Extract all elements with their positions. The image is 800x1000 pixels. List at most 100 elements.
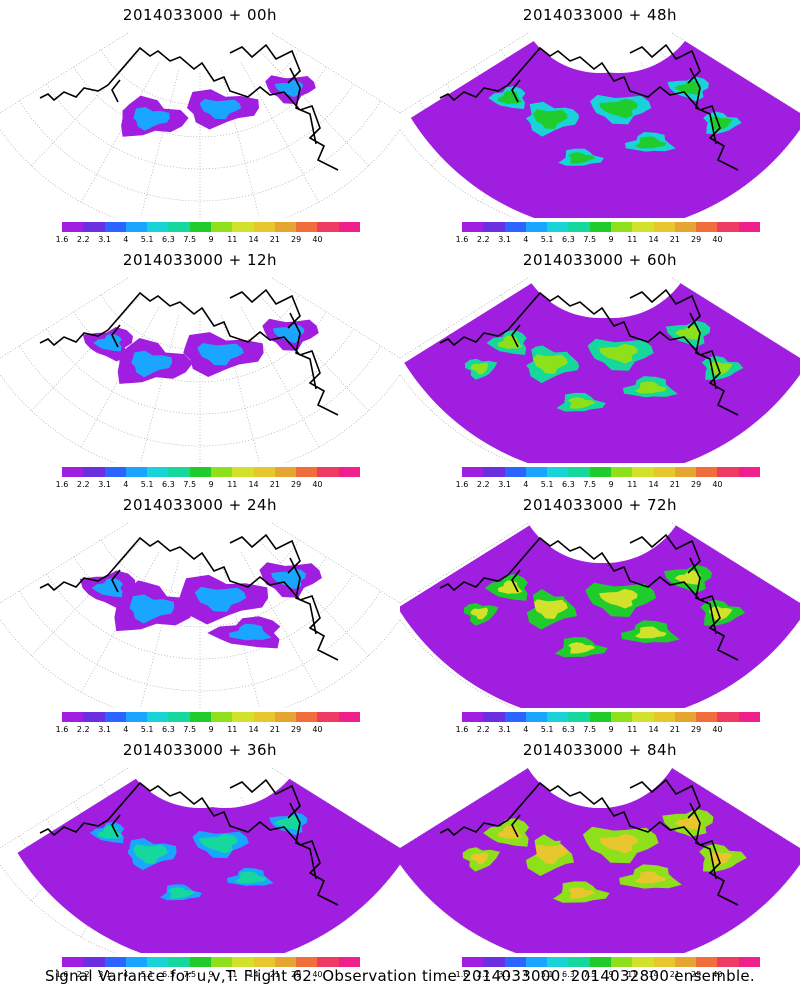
colorbar-tick-label: 1.6 bbox=[55, 725, 69, 734]
colorbar-tick-label: 29 bbox=[291, 480, 302, 489]
colorbar-swatch bbox=[253, 712, 275, 722]
colorbar-tick-label: 7.5 bbox=[583, 725, 597, 734]
variance-field bbox=[79, 562, 322, 649]
colorbar-swatch bbox=[674, 712, 697, 722]
colorbar-swatch bbox=[147, 712, 169, 722]
colorbar-swatch bbox=[589, 222, 611, 232]
colorbar-tick-label: 1.6 bbox=[55, 970, 69, 979]
colorbar bbox=[462, 957, 760, 967]
colorbar-tick-label: 11 bbox=[627, 235, 638, 244]
colorbar-swatch bbox=[610, 222, 633, 232]
colorbar-swatch bbox=[674, 222, 697, 232]
colorbar-swatch bbox=[632, 222, 654, 232]
colorbar-tick-label: 7.5 bbox=[183, 725, 197, 734]
colorbar-swatch bbox=[696, 222, 718, 232]
map-panel: 2014033000 + 48h 1.6 2.2 3.1 4 5.1 6.3 7.5 9 11 14… bbox=[400, 0, 800, 245]
colorbar-swatch bbox=[210, 222, 233, 232]
colorbar-tick-label: 6.3 bbox=[562, 235, 575, 244]
colorbar-tick-label: 14 bbox=[248, 480, 259, 489]
colorbar-swatch bbox=[504, 712, 526, 722]
colorbar-tick-label: 1.6 bbox=[55, 480, 69, 489]
colorbar-swatch bbox=[504, 222, 526, 232]
colorbar bbox=[62, 222, 360, 232]
colorbar-swatch bbox=[168, 222, 190, 232]
colorbar-tick-label: 40 bbox=[712, 970, 723, 979]
colorbar-swatch bbox=[674, 957, 697, 967]
colorbar-swatch bbox=[653, 467, 675, 477]
variance-map bbox=[0, 277, 400, 463]
colorbar-swatch bbox=[525, 957, 548, 967]
variance-field bbox=[121, 75, 316, 137]
colorbar-swatch bbox=[274, 957, 297, 967]
colorbar-tick-label: 4 bbox=[523, 725, 529, 734]
panel-title: 2014033000 + 84h bbox=[522, 741, 678, 759]
colorbar-labels: 1.6 2.2 3.1 4 5.1 6.3 7.5 9 11 14 21 29 40 bbox=[56, 480, 360, 490]
colorbar-tick-label: 5.1 bbox=[140, 725, 154, 734]
colorbar-swatch bbox=[232, 712, 254, 722]
colorbar-tick-label: 9 bbox=[208, 480, 214, 489]
colorbar-swatch bbox=[738, 467, 760, 477]
colorbar-tick-label: 2.2 bbox=[476, 235, 490, 244]
colorbar-tick-label: 1.6 bbox=[455, 480, 469, 489]
colorbar-tick-label: 11 bbox=[627, 480, 638, 489]
colorbar-tick-label: 9 bbox=[208, 725, 214, 734]
colorbar-swatch bbox=[483, 222, 505, 232]
colorbar-tick-label: 29 bbox=[291, 970, 302, 979]
colorbar-tick-label: 21 bbox=[669, 480, 680, 489]
colorbar-swatch bbox=[296, 957, 318, 967]
colorbar-tick-label: 6.3 bbox=[162, 480, 175, 489]
colorbar-tick-label: 1.6 bbox=[455, 970, 469, 979]
colorbar-tick-label: 11 bbox=[627, 725, 638, 734]
colorbar-swatch bbox=[568, 467, 590, 477]
colorbar-swatch bbox=[717, 222, 739, 232]
colorbar-swatch bbox=[525, 222, 548, 232]
graticule bbox=[0, 32, 400, 218]
colorbar-tick-label: 4 bbox=[123, 235, 129, 244]
map-panel: 2014033000 + 72h 1.6 2.2 3.1 4 5.1 6.3 7.5 9 11 14… bbox=[400, 490, 800, 735]
colorbar bbox=[462, 467, 760, 477]
colorbar-tick-label: 5.1 bbox=[540, 235, 554, 244]
colorbar-labels: 1.6 2.2 3.1 4 5.1 6.3 7.5 9 11 14 21 29 40 bbox=[456, 480, 760, 490]
colorbar-swatch bbox=[589, 712, 611, 722]
colorbar-swatch bbox=[210, 712, 233, 722]
colorbar-swatch bbox=[568, 957, 590, 967]
colorbar-tick-label: 9 bbox=[608, 235, 614, 244]
map-panel: 2014033000 + 60h 1.6 2.2 3.1 4 5.1 6.3 7.5 9 11 14… bbox=[400, 245, 800, 490]
colorbar-swatch bbox=[253, 957, 275, 967]
colorbar-swatch bbox=[504, 467, 526, 477]
colorbar-swatch bbox=[317, 957, 339, 967]
colorbar-swatch bbox=[62, 712, 84, 722]
colorbar-swatch bbox=[210, 467, 233, 477]
colorbar-swatch bbox=[296, 712, 318, 722]
colorbar-tick-label: 9 bbox=[608, 970, 614, 979]
colorbar-swatch bbox=[547, 222, 569, 232]
colorbar-swatch bbox=[147, 467, 169, 477]
variance-map bbox=[400, 277, 800, 463]
colorbar-tick-label: 11 bbox=[227, 480, 238, 489]
colorbar-tick-label: 3.1 bbox=[498, 235, 511, 244]
colorbar-swatch bbox=[653, 222, 675, 232]
colorbar-swatch bbox=[632, 957, 654, 967]
colorbar-swatch bbox=[125, 712, 148, 722]
colorbar-swatch bbox=[696, 467, 718, 477]
colorbar-labels: 1.6 2.2 3.1 4 5.1 6.3 7.5 9 11 14 21 29 40 bbox=[456, 235, 760, 245]
map-panel: 2014033000 + 84h 1.6 2.2 3.1 4 5.1 6.3 7.5 9 11 14… bbox=[400, 735, 800, 980]
colorbar-swatch bbox=[547, 957, 569, 967]
colorbar-tick-label: 9 bbox=[208, 235, 214, 244]
colorbar-swatch bbox=[189, 957, 211, 967]
coastline bbox=[439, 288, 739, 416]
colorbar-swatch bbox=[717, 712, 739, 722]
colorbar-tick-label: 4 bbox=[523, 235, 529, 244]
colorbar-swatch bbox=[189, 712, 211, 722]
colorbar-swatch bbox=[168, 712, 190, 722]
colorbar-swatch bbox=[125, 467, 148, 477]
variance-map bbox=[400, 522, 800, 708]
variance-field bbox=[400, 523, 800, 708]
colorbar-tick-label: 6.3 bbox=[162, 235, 175, 244]
colorbar-swatch bbox=[232, 467, 254, 477]
colorbar-tick-label: 4 bbox=[123, 970, 129, 979]
colorbar-swatch bbox=[338, 712, 360, 722]
variance-map bbox=[0, 767, 400, 953]
colorbar-tick-label: 11 bbox=[627, 970, 638, 979]
colorbar-swatch bbox=[147, 957, 169, 967]
